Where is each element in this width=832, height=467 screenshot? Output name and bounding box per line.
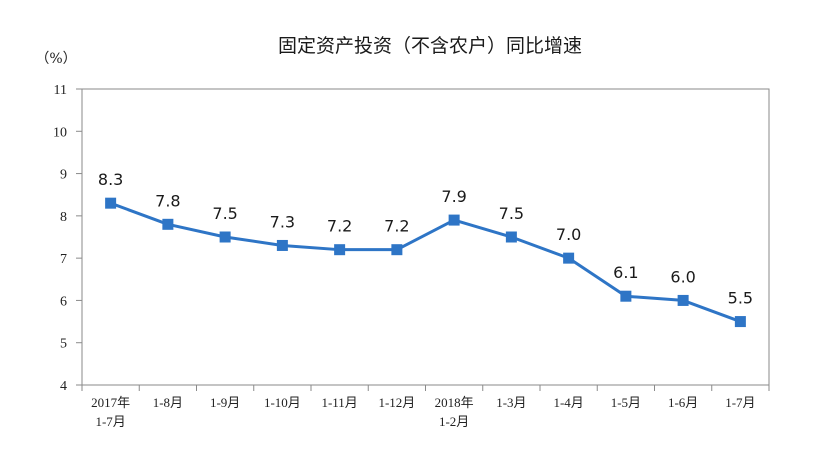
data-label: 7.9	[441, 187, 466, 206]
x-tick-label: 1-10月	[264, 395, 301, 410]
chart-title: 固定资产投资（不含农户）同比增速	[278, 35, 582, 57]
data-label: 6.1	[613, 263, 638, 282]
x-tick-label: 1-7月	[725, 395, 755, 410]
x-tick-label-line: 1-11月	[321, 395, 357, 410]
x-tick-label: 1-4月	[553, 395, 583, 410]
series-group	[105, 197, 746, 328]
x-tick-label: 1-11月	[321, 395, 357, 410]
data-point-marker	[448, 214, 460, 226]
x-tick-label-line: 2017年	[91, 395, 130, 410]
x-tick-label-line: 1-5月	[611, 395, 641, 410]
x-tick-label: 1-12月	[378, 395, 415, 410]
y-tick-label: 7	[60, 252, 67, 267]
data-label: 7.5	[499, 204, 524, 223]
x-tick-label-line: 1-10月	[264, 395, 301, 410]
series-line	[110, 201, 741, 323]
y-tick-label: 11	[54, 83, 67, 98]
x-tick-label-line: 1-8月	[153, 395, 183, 410]
y-tick-label: 9	[60, 168, 67, 183]
x-tick-label-line: 1-3月	[496, 395, 526, 410]
x-tick-label: 2017年 1-7月	[91, 395, 130, 429]
data-point-marker	[276, 239, 288, 251]
data-point-marker	[734, 316, 746, 328]
x-tick-label: 1-3月	[496, 395, 526, 410]
x-tick-label-line: 1-7月	[725, 395, 755, 410]
x-tick-label-line: 1-6月	[668, 395, 698, 410]
x-tick-label: 1-6月	[668, 395, 698, 410]
data-point-marker	[620, 290, 632, 302]
x-tick-label-line: 1-12月	[378, 395, 415, 410]
plot-frame	[81, 88, 770, 386]
y-tick-label: 4	[60, 379, 67, 394]
data-label: 7.2	[384, 217, 409, 236]
data-label: 8.3	[98, 170, 123, 189]
data-label: 7.3	[270, 212, 295, 231]
data-label: 7.0	[556, 225, 581, 244]
y-axis: 4 5 6 7 8 9 10 11	[53, 83, 82, 394]
x-tick-label-line: 1-7月	[95, 414, 125, 429]
data-point-marker	[105, 197, 117, 209]
y-tick-label: 6	[60, 294, 67, 309]
data-point-marker	[505, 231, 517, 243]
data-point-marker	[563, 252, 575, 264]
x-tick-label: 2018年 1-2月	[435, 395, 474, 429]
x-tick-label: 1-5月	[611, 395, 641, 410]
x-tick-label-line: 2018年	[435, 395, 474, 410]
data-label: 6.0	[670, 267, 695, 286]
x-tick-label: 1-9月	[210, 395, 240, 410]
y-tick-label: 8	[60, 210, 67, 225]
data-point-marker	[162, 218, 174, 230]
x-tick-label-line: 1-2月	[439, 414, 469, 429]
data-point-marker	[677, 294, 689, 306]
data-label: 7.2	[327, 217, 352, 236]
data-point-marker	[219, 231, 231, 243]
y-tick-label: 5	[60, 337, 67, 352]
data-label: 5.5	[728, 289, 753, 308]
x-tick-label-line: 1-9月	[210, 395, 240, 410]
data-point-marker	[391, 244, 403, 256]
data-labels: 8.3 7.8 7.5 7.3 7.2 7.2 7.9 7.5 7.0 6.1 6.0 5.5	[98, 170, 753, 307]
x-tick-label: 1-8月	[153, 395, 183, 410]
y-tick-label: 10	[53, 125, 67, 140]
data-label: 7.8	[155, 191, 180, 210]
x-tick-label-line: 1-4月	[553, 395, 583, 410]
x-axis: 2017年 1-7月 1-8月 1-9月 1-10月 1-11月 1-12月 2018年 1-2…	[81, 385, 770, 429]
data-label: 7.5	[212, 204, 237, 223]
data-point-marker	[334, 244, 346, 256]
y-unit-label: （%）	[35, 51, 76, 67]
